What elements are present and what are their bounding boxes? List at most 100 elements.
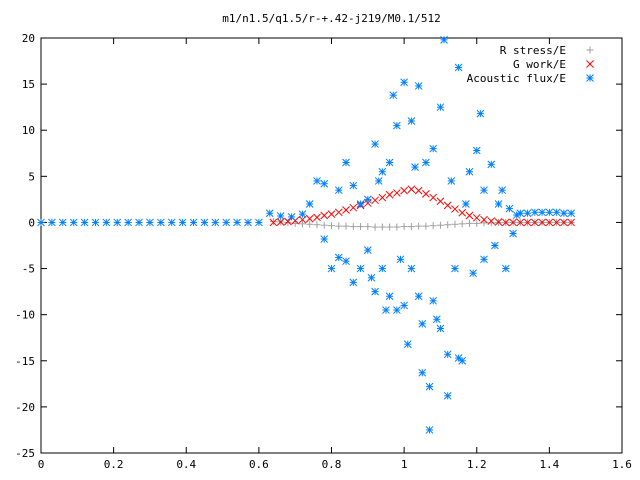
data-point [146,218,154,227]
data-point [320,235,329,243]
data-point [436,221,444,229]
data-point [407,223,415,231]
data-point [255,218,263,227]
data-point [91,218,100,227]
data-point [530,218,539,227]
data-point [313,221,321,229]
y-tick-label: -15 [15,355,35,368]
data-point [356,264,365,273]
data-point [400,223,408,231]
data-point [501,264,510,273]
data-point [429,222,437,230]
data-point [269,218,277,226]
data-point [382,306,390,314]
data-point [385,292,394,301]
legend-marker [586,60,594,68]
data-point [400,186,408,195]
data-point [465,167,474,176]
data-point [418,320,427,328]
data-point [222,218,231,227]
x-tick-label: 1.6 [612,458,632,471]
data-point [276,212,285,220]
data-point [422,158,430,167]
data-point [451,205,459,213]
data-point [407,185,416,194]
data-point [378,167,387,176]
data-point [334,186,343,195]
data-point [200,218,209,227]
data-point [407,264,416,273]
data-point [436,324,445,333]
y-tick-label: -5 [22,263,35,276]
data-point [469,269,477,278]
data-point [491,241,499,250]
data-point [211,218,220,227]
data-point [451,264,459,273]
data-point [269,218,278,227]
data-point [411,163,419,171]
data-point [371,287,379,296]
data-point [342,257,350,266]
data-point [357,223,365,231]
data-point [378,193,387,202]
data-point [443,201,452,210]
data-point [378,264,387,273]
series-2 [37,35,576,434]
data-point [538,208,546,217]
data-point [560,218,568,227]
y-tick-label: 20 [22,32,35,45]
data-point [552,218,561,227]
data-point [415,222,423,230]
data-point [356,200,365,208]
data-point [393,223,401,231]
data-point [476,109,485,118]
data-point [385,158,394,167]
data-point [458,356,467,365]
data-point [102,218,111,227]
data-point [385,190,394,199]
data-point [298,220,306,228]
data-point [363,246,372,254]
data-point [552,208,561,217]
y-tick-label: 0 [28,216,35,229]
data-point [487,217,496,225]
data-point [454,63,463,72]
data-point [80,218,89,227]
data-point [516,218,525,227]
data-point [480,215,488,224]
data-point [425,382,434,391]
data-point [487,160,496,169]
data-point [396,255,405,264]
data-point [472,146,481,155]
data-point [407,117,416,125]
legend-label: Acoustic flux/E [467,72,566,85]
data-point [48,218,56,227]
data-point [458,220,466,228]
legend-marker [586,46,594,54]
data-point [69,218,78,227]
data-point [444,221,452,229]
data-point [389,91,398,100]
data-point [342,158,350,167]
x-tick-label: 0.4 [176,458,196,471]
data-point [335,222,343,230]
data-point [425,426,434,434]
x-tick-label: 0.8 [322,458,342,471]
data-point [414,82,423,90]
data-point [501,218,510,227]
data-point [378,223,386,231]
data-point [364,223,372,231]
x-tick-label: 0.6 [249,458,269,471]
data-point [432,315,441,324]
data-point [414,292,423,301]
data-point [494,218,503,226]
data-point [422,190,430,198]
data-point [305,214,314,223]
data-point [403,340,412,349]
data-point [567,218,576,227]
data-point [567,209,576,218]
data-point [458,208,467,217]
data-point [363,195,372,204]
data-point [480,186,488,195]
data-point [509,218,517,227]
